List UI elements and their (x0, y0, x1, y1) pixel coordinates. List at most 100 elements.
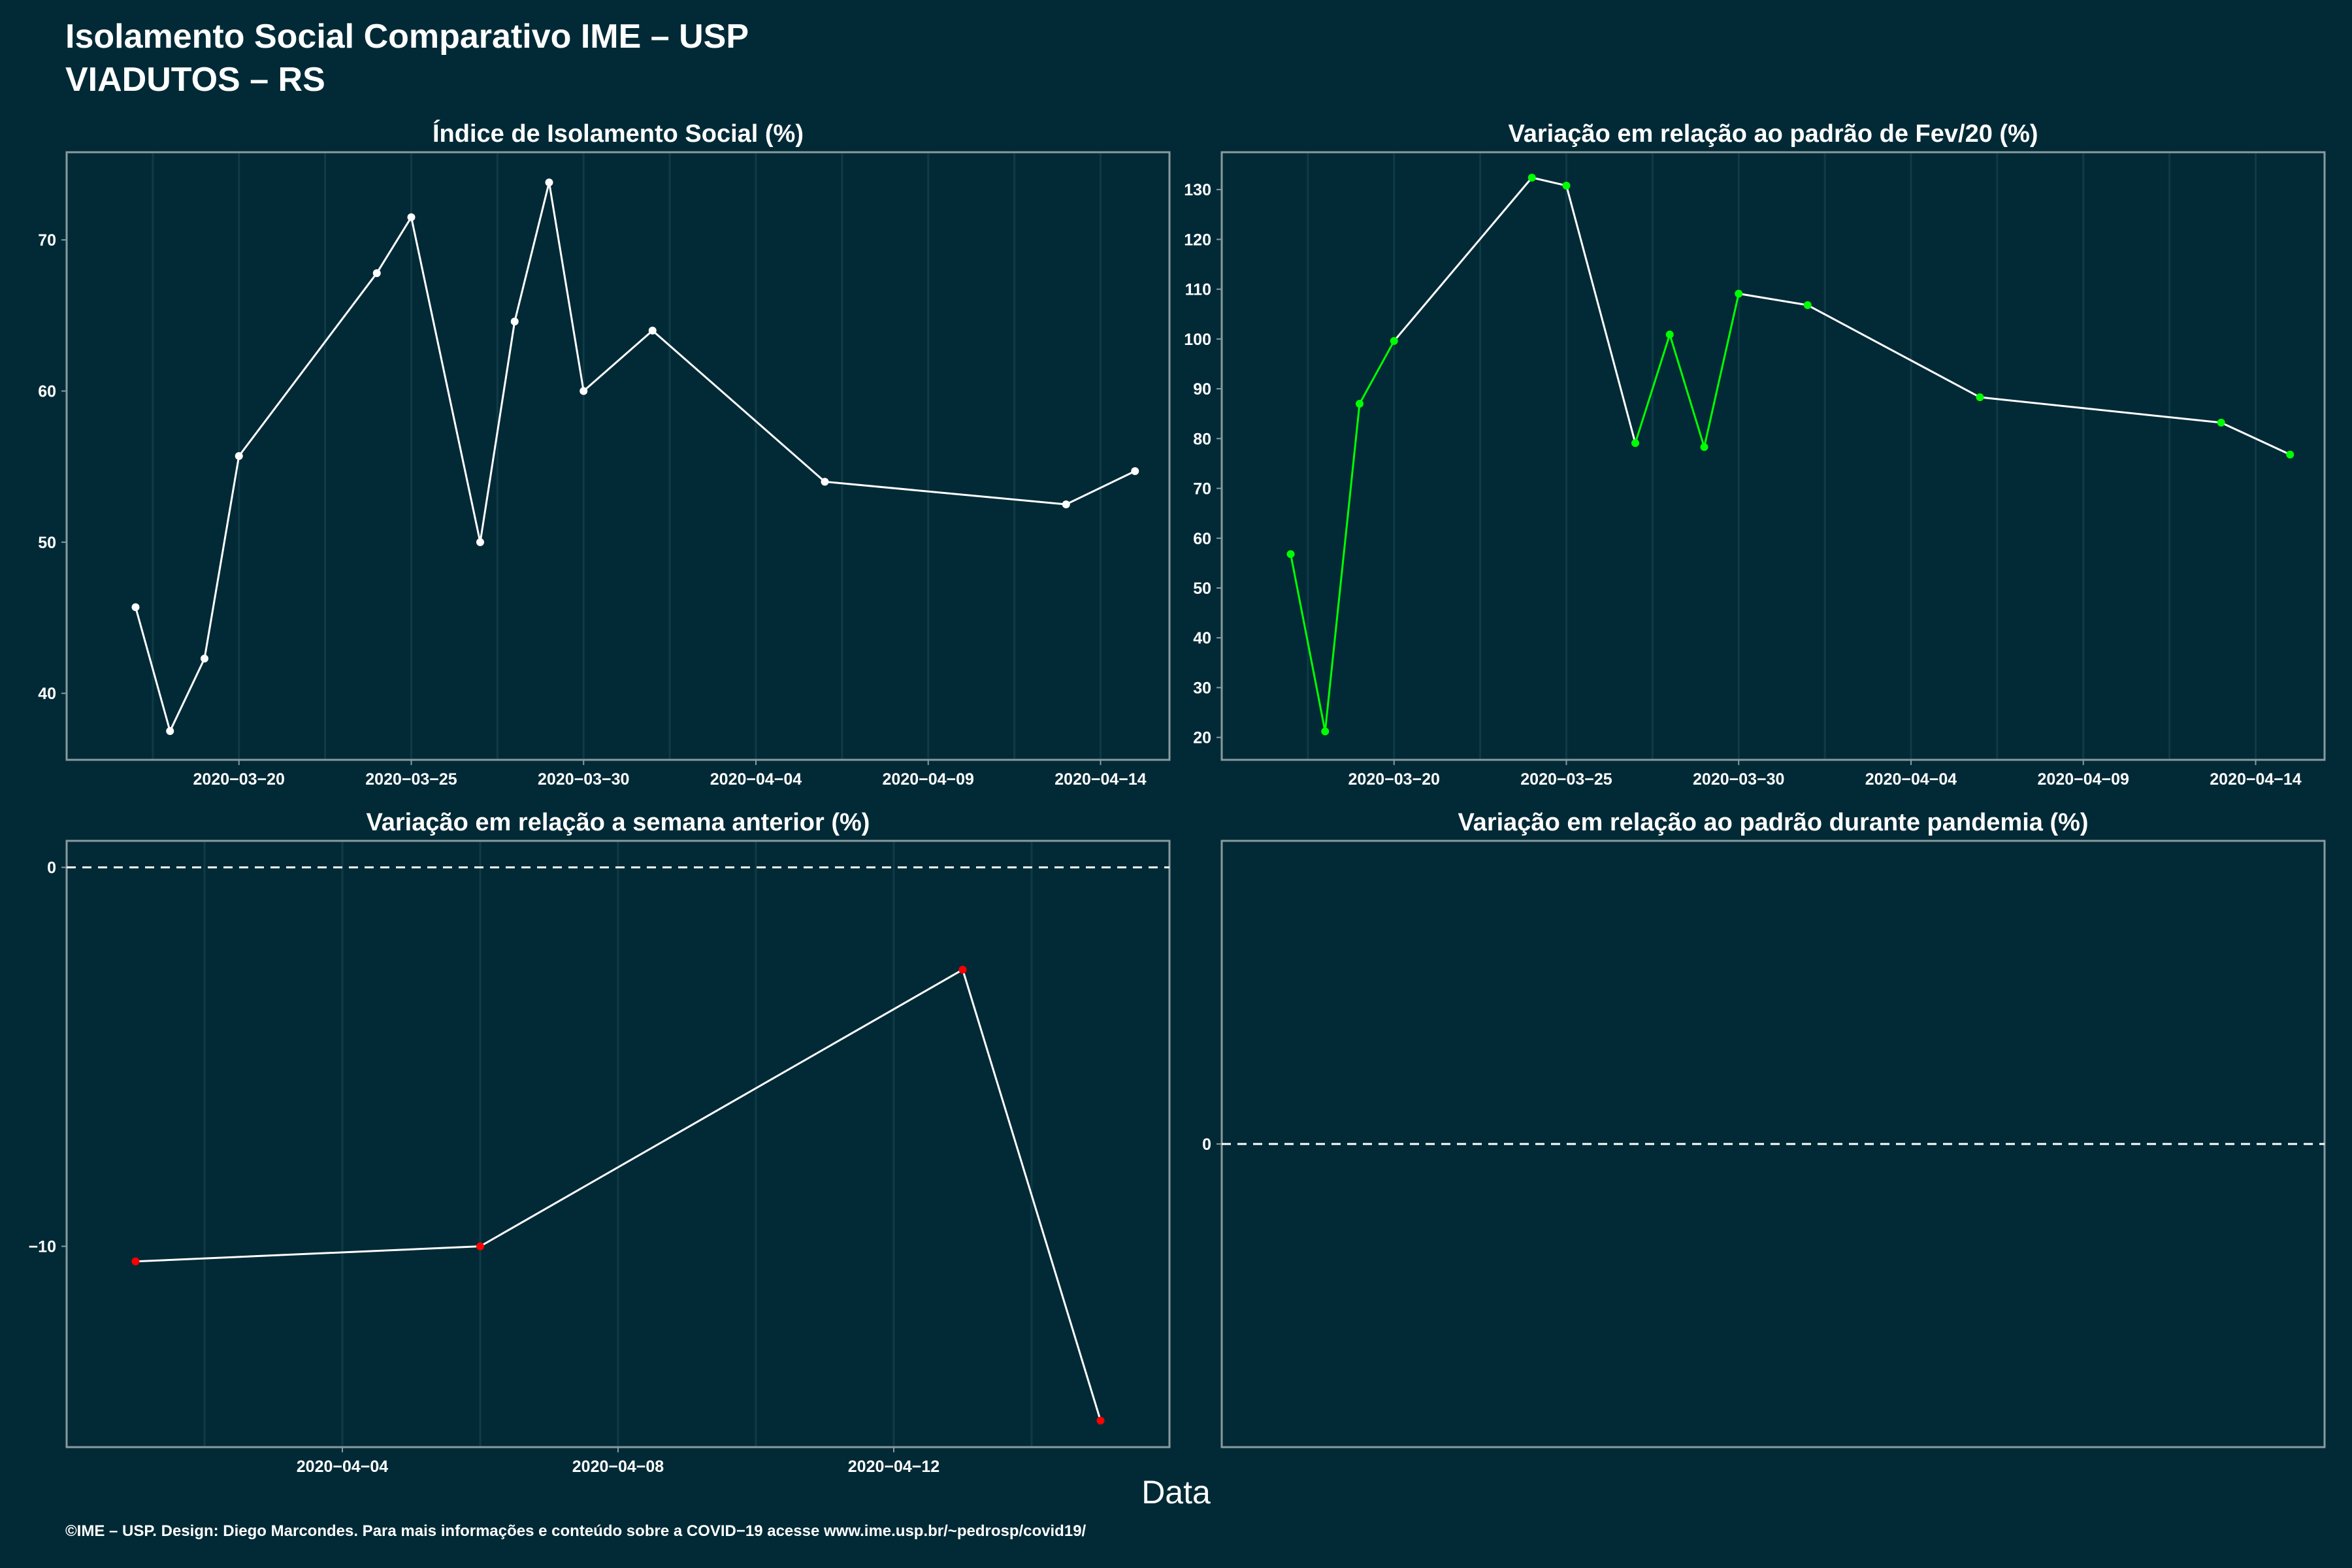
chart-panel-isolamento: Índice de Isolamento Social (%) 40 50 60 70 2… (38, 119, 1171, 789)
series-line-segment (825, 480, 1066, 506)
data-point (166, 727, 174, 736)
series-line-segment (376, 216, 412, 274)
data-point (2217, 418, 2225, 427)
x-tick-label: 2020−04−12 (848, 1458, 939, 1476)
x-tick-label: 2020−03−20 (1348, 770, 1440, 789)
y-tick-label: 50 (38, 534, 56, 552)
series-line-segment (1634, 334, 1671, 444)
x-tick-label: 2020−04−09 (2038, 770, 2129, 789)
series-line-segment (480, 968, 964, 1247)
panel-border (1220, 151, 2326, 761)
y-tick-label: −10 (29, 1238, 56, 1256)
data-point (372, 269, 381, 278)
panel-border (65, 151, 1171, 761)
data-point (235, 452, 243, 460)
chart-panel-semana: Variação em relação a semana anterior (%… (29, 809, 1171, 1476)
y-tick-label: 70 (38, 231, 56, 250)
data-point (1976, 393, 1984, 402)
x-tick-label: 2020−03−25 (365, 770, 457, 789)
y-tick-label: 50 (1193, 580, 1211, 598)
series-line-segment (1066, 470, 1135, 506)
series-line-segment (1565, 185, 1637, 444)
y-tick-label: 0 (1202, 1135, 1211, 1154)
panel-title: Índice de Isolamento Social (%) (433, 119, 804, 148)
y-tick-label: 90 (1193, 380, 1211, 399)
x-tick-label: 2020−04−04 (710, 770, 802, 789)
data-point (1803, 301, 1812, 310)
figure-title: Isolamento Social Comparativo IME – USP (65, 18, 749, 56)
y-tick-label: 100 (1184, 331, 1211, 349)
data-point (2286, 450, 2295, 459)
series-line-segment (651, 329, 826, 483)
series-line-segment (1531, 176, 1567, 187)
y-tick-label: 60 (38, 383, 56, 401)
x-tick-label: 2020−04−09 (883, 770, 974, 789)
y-tick-label: 80 (1193, 430, 1211, 448)
series-line-segment (479, 321, 516, 543)
data-point (1096, 1416, 1105, 1425)
series-line-segment (1703, 293, 1740, 448)
data-point (1527, 173, 1536, 182)
data-point (476, 1242, 484, 1250)
series-line-segment (1739, 293, 1808, 306)
y-tick-label: 40 (38, 685, 56, 703)
chart-panel-fev20: Variação em relação ao padrão de Fev/20 … (1184, 120, 2326, 789)
figure-subtitle: VIADUTOS – RS (65, 61, 325, 99)
data-point (648, 326, 657, 335)
y-tick-label: 30 (1193, 679, 1211, 697)
series-line-segment (1358, 340, 1396, 404)
panel-title: Variação em relação a semana anterior (%… (367, 809, 870, 836)
data-point (1665, 331, 1674, 338)
x-tick-label: 2020−04−14 (1054, 770, 1147, 789)
data-point (407, 213, 416, 221)
y-tick-label: 0 (47, 859, 56, 877)
data-point (1735, 289, 1743, 298)
y-tick-label: 120 (1184, 231, 1211, 249)
series-line-segment (1324, 403, 1361, 732)
data-point (821, 478, 829, 486)
x-tick-label: 2020−03−30 (538, 770, 629, 789)
data-point (510, 318, 519, 326)
series-line-segment (1980, 396, 2221, 424)
panel-title: Variação em relação ao padrão de Fev/20 … (1508, 120, 2038, 148)
x-tick-label: 2020−04−08 (572, 1458, 664, 1476)
y-tick-label: 110 (1185, 281, 1211, 299)
data-point (1562, 182, 1571, 190)
series-line-segment (238, 272, 378, 457)
chart-panel-pandemia: Variação em relação ao padrão durante pa… (1202, 809, 2326, 1448)
x-tick-label: 2020−04−04 (1865, 770, 1957, 789)
x-axis-title: Data (1141, 1474, 1211, 1511)
y-tick-label: 60 (1193, 530, 1211, 548)
data-point (476, 538, 484, 546)
series-line-segment (1669, 334, 1705, 448)
series-line-segment (2221, 421, 2291, 456)
series-line-segment (410, 217, 482, 543)
data-point (1321, 727, 1330, 736)
x-tick-label: 2020−03−25 (1520, 770, 1612, 789)
data-point (1062, 500, 1070, 509)
series-line-segment (583, 329, 653, 392)
data-point (580, 387, 588, 395)
data-point (1390, 336, 1398, 345)
y-tick-label: 130 (1184, 181, 1211, 199)
series-line-segment (1290, 553, 1326, 732)
data-point (1700, 443, 1708, 451)
series-line-segment (135, 1245, 481, 1263)
data-point (1631, 439, 1639, 448)
series-line-segment (1393, 176, 1533, 342)
series-line-segment (548, 182, 585, 391)
data-point (958, 966, 967, 974)
y-tick-label: 20 (1193, 729, 1211, 747)
footer-credit: ©IME – USP. Design: Diego Marcondes. Par… (65, 1522, 1086, 1540)
series-line-segment (135, 606, 171, 732)
y-tick-label: 40 (1193, 629, 1211, 647)
x-tick-label: 2020−03−30 (1693, 770, 1784, 789)
data-point (1131, 467, 1139, 476)
series-line-segment (514, 182, 550, 322)
data-point (1356, 399, 1364, 408)
data-point (131, 603, 140, 612)
data-point (201, 655, 208, 662)
panel-title: Variação em relação ao padrão durante pa… (1458, 809, 2088, 836)
